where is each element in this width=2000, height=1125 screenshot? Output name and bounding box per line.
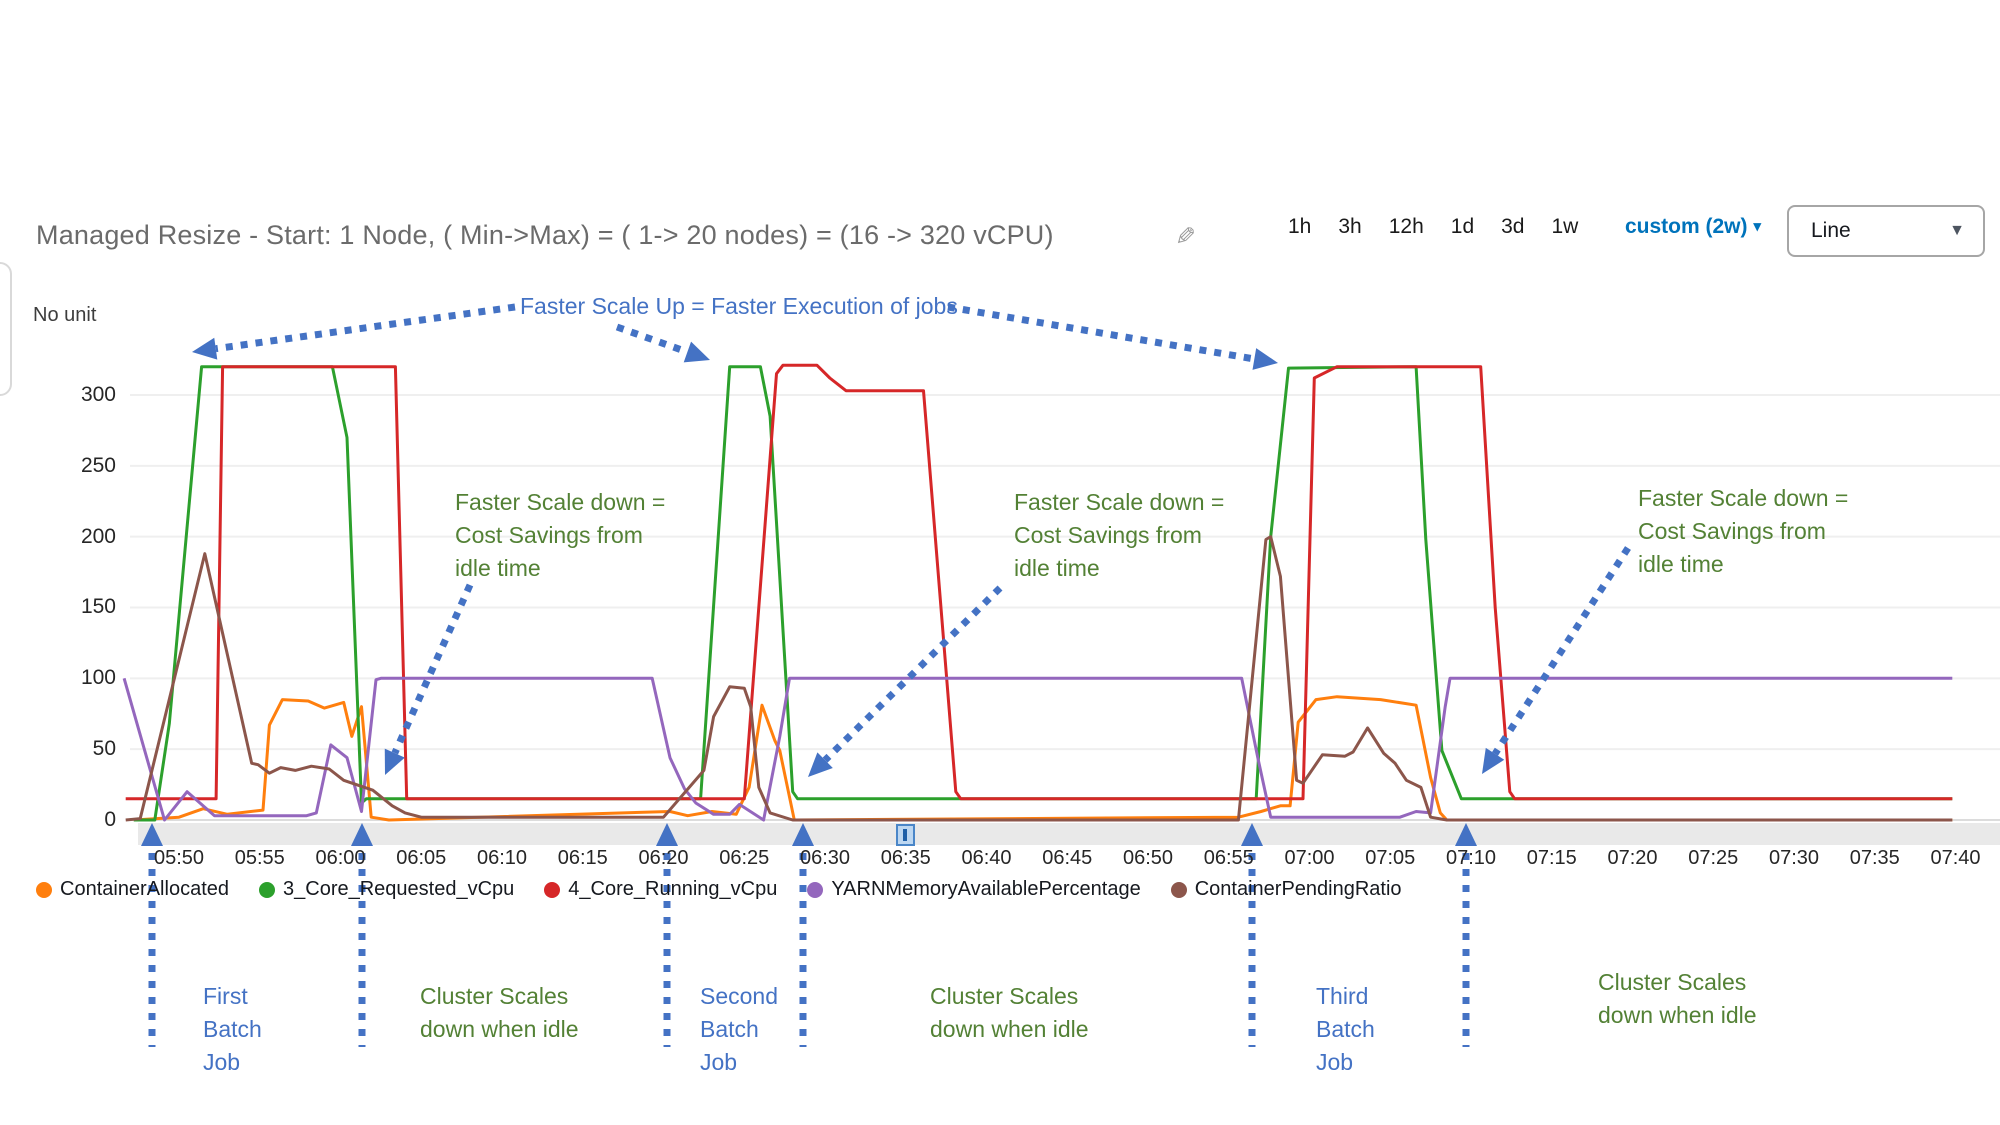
x-tick-label: 07:15: [1526, 847, 1577, 869]
chart-type-select[interactable]: Line ▼: [1787, 205, 1985, 257]
x-tick-label: 06:20: [638, 847, 689, 869]
annotation-scale-down-2: Faster Scale down = Cost Savings from id…: [1014, 489, 1225, 581]
time-range-tab-1h[interactable]: 1h: [1288, 215, 1312, 238]
time-range-tab-3h[interactable]: 3h: [1338, 215, 1362, 238]
x-tick-label: 06:30: [799, 847, 851, 869]
x-tick-label: 06:25: [719, 847, 770, 869]
time-range-tab-12h[interactable]: 12h: [1388, 215, 1424, 238]
x-tick-label: 06:45: [1042, 847, 1093, 869]
annotation-first-batch-job: First Batch Job: [203, 983, 262, 1075]
y-tick-label: 0: [104, 808, 116, 831]
series-line-YARNMemoryAvailablePercentage: [122, 676, 1953, 822]
x-tick-label: 07:30: [1768, 847, 1820, 869]
dotted-arrow-line: [947, 303, 1255, 363]
chart-type-value: Line: [1811, 219, 1851, 242]
y-tick-label: 150: [80, 595, 116, 619]
axis-marker-triangle-icon: [792, 823, 814, 846]
legend-item[interactable]: 4_Core_Running_vCpu: [544, 878, 777, 901]
legend-item[interactable]: ContainerAllocated: [36, 878, 229, 901]
x-tick-label: 06:10: [476, 847, 528, 869]
annotation-cluster-scales-3: Cluster Scales down when idle: [1598, 969, 1757, 1028]
axis-marker-triangle-icon: [656, 823, 678, 846]
x-tick-label: 06:55: [1203, 847, 1254, 869]
x-tick-label: 06:05: [396, 847, 447, 869]
legend-color-dot-icon: [259, 881, 275, 898]
time-range-tabs: 1h 3h 12h 1d 3d 1w: [1288, 215, 1578, 239]
dotted-arrow-line: [215, 303, 516, 353]
arrowhead-icon: [1482, 747, 1505, 774]
x-tick-label: 07:00: [1284, 847, 1335, 869]
dropdown-caret-icon: ▼: [1949, 222, 1965, 239]
axis-marker-triangle-icon: [351, 823, 373, 846]
arrowhead-icon: [1252, 348, 1278, 370]
time-range-tab-1w[interactable]: 1w: [1551, 215, 1579, 238]
time-range-tab-3d[interactable]: 3d: [1501, 215, 1525, 238]
arrowhead-icon: [384, 748, 405, 775]
annotation-cluster-scales-1: Cluster Scales down when idle: [420, 983, 579, 1042]
axis-marker-triangle-icon: [1455, 823, 1477, 846]
legend-color-dot-icon: [1170, 881, 1187, 898]
annotation-scale-down-1: Faster Scale down = Cost Savings from id…: [455, 489, 666, 581]
legend-item[interactable]: ContainerPendingRatio: [1170, 878, 1402, 901]
timeline-handle-bar-icon: [903, 829, 907, 841]
legend-color-dot-icon: [36, 881, 52, 898]
legend-color-dot-icon: [807, 881, 824, 898]
x-tick-label: 07:20: [1607, 847, 1658, 869]
legend-label: ContainerPendingRatio: [1194, 878, 1402, 900]
dotted-arrow-line: [615, 323, 689, 356]
legend-item[interactable]: YARNMemoryAvailablePercentage: [807, 878, 1141, 901]
x-tick-label: 07:10: [1445, 847, 1497, 869]
legend-item[interactable]: 3_Core_Requested_vCpu: [259, 878, 514, 901]
dotted-arrow-line: [1492, 546, 1631, 756]
y-tick-label: 100: [80, 666, 116, 690]
x-tick-label: 07:05: [1365, 847, 1416, 869]
annotation-cluster-scales-2: Cluster Scales down when idle: [930, 983, 1089, 1042]
legend-color-dot-icon: [544, 881, 561, 898]
x-tick-label: 05:50: [153, 847, 205, 869]
x-axis-band[interactable]: [138, 823, 2000, 845]
axis-marker-triangle-icon: [1241, 823, 1263, 846]
x-tick-label: 07:25: [1688, 847, 1739, 869]
y-tick-label: 300: [80, 382, 116, 406]
x-tick-label: 06:50: [1122, 847, 1174, 869]
x-tick-label: 06:35: [880, 847, 931, 869]
legend-label: ContainerAllocated: [60, 878, 229, 900]
x-tick-label: 06:40: [961, 847, 1012, 869]
time-range-tab-1d[interactable]: 1d: [1450, 215, 1475, 238]
annotation-third-batch-job: Third Batch Job: [1316, 983, 1375, 1075]
dotted-arrow-line: [391, 583, 474, 755]
series-line-ContainerPendingRatio: [125, 535, 1953, 822]
y-tick-label: 50: [92, 737, 116, 761]
series-line-ContainerAllocated: [133, 695, 1953, 822]
chart-legend: ContainerAllocated 3_Core_Requested_vCpu 4…: [36, 878, 1402, 901]
custom-range-label: custom (2w): [1625, 215, 1748, 238]
page-title: Managed Resize - Start: 1 Node, ( Min->M…: [36, 220, 1054, 250]
legend-label: YARNMemoryAvailablePercentage: [831, 878, 1141, 900]
x-tick-label: 05:55: [234, 847, 285, 869]
series-line-4_Core_Running_vCpu: [125, 363, 1953, 801]
x-tick-label: 06:00: [315, 847, 366, 869]
custom-range-link[interactable]: custom (2w) ▾: [1625, 215, 1761, 239]
arrowhead-icon: [808, 752, 833, 777]
y-tick-label: 200: [80, 524, 116, 548]
annotation-scale-up: Faster Scale Up = Faster Execution of jo…: [520, 293, 958, 319]
x-tick-label: 06:15: [557, 847, 608, 869]
arrowhead-icon: [192, 337, 218, 360]
dotted-arrow-line: [822, 585, 1003, 763]
y-tick-label: 250: [80, 453, 116, 477]
annotation-second-batch-job: Second Batch Job: [700, 983, 779, 1075]
annotation-scale-down-3: Faster Scale down = Cost Savings from id…: [1638, 485, 1849, 577]
y-axis-unit-label: No unit: [33, 304, 97, 326]
chevron-down-icon: ▾: [1753, 218, 1762, 235]
legend-label: 4_Core_Running_vCpu: [568, 878, 778, 900]
x-tick-label: 07:35: [1849, 847, 1900, 869]
arrowhead-icon: [683, 341, 710, 363]
x-tick-label: 07:40: [1930, 847, 1981, 869]
axis-marker-triangle-icon: [141, 823, 163, 846]
legend-label: 3_Core_Requested_vCpu: [283, 878, 515, 900]
